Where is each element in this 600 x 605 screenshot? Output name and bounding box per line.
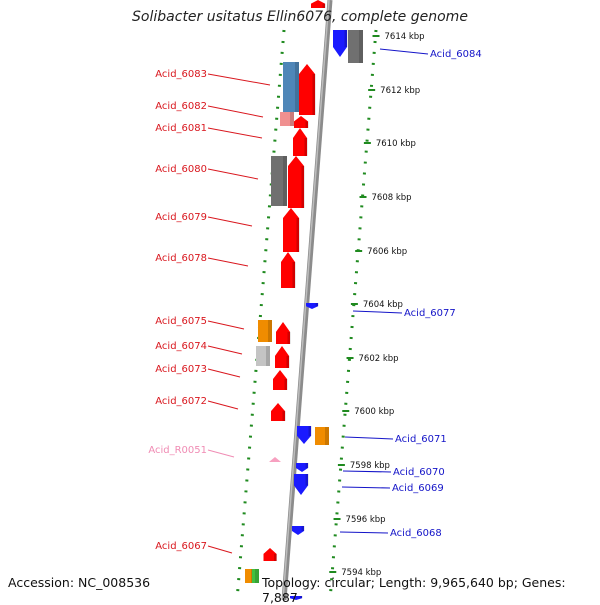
- accession-text: Accession: NC_008536: [8, 575, 151, 590]
- left-gene-leader-line: [207, 449, 235, 458]
- reverse-gene-arrow: [296, 463, 308, 472]
- left-gene-leader-line: [207, 320, 245, 330]
- cog-box: [256, 346, 270, 366]
- left-gene-leader-line: [207, 73, 271, 86]
- forward-gene-arrow: [299, 64, 315, 115]
- right-gene-leader-line: [379, 48, 429, 55]
- left-gene-label: Acid_6080: [155, 164, 207, 175]
- right-gene-leader-line: [342, 470, 392, 473]
- cog-box-shade: [295, 62, 299, 112]
- right-gene-label: Acid_6069: [392, 483, 444, 494]
- forward-gene-arrow: [311, 0, 325, 8]
- forward-gene-arrow: [281, 252, 295, 288]
- right-gene-leader-line: [352, 310, 403, 314]
- reverse-gene-arrow: [306, 303, 318, 309]
- right-gene-leader-line: [344, 436, 394, 440]
- cog-box: [245, 569, 255, 583]
- left-gene-label: Acid_6067: [155, 541, 207, 552]
- backbone-line: [281, 0, 333, 600]
- left-dotted-guide: [235, 29, 286, 600]
- forward-gene-arrow: [288, 156, 304, 208]
- right-gene-label: Acid_6071: [395, 434, 447, 445]
- left-gene-label: Acid_6079: [155, 212, 207, 223]
- reverse-gene-arrow: [290, 596, 302, 600]
- forward-gene-arrow: [294, 116, 308, 128]
- left-gene-label: Acid_6081: [155, 123, 207, 134]
- backbone-highlight: [282, 0, 330, 600]
- left-gene-leader-line: [207, 400, 239, 410]
- kbp-tick-label: 7596 kbp: [346, 515, 386, 525]
- kbp-scale: 7614 kbp 7612 kbp 7610 kbp 7608 kbp 7606 kbp…: [329, 32, 425, 578]
- cog-box: [315, 427, 329, 445]
- forward-gene-arrow: [293, 128, 307, 156]
- left-gene-leader-line: [207, 105, 264, 118]
- kbp-tick-label: 7612 kbp: [380, 86, 420, 96]
- rna-gene-marker: [269, 457, 281, 462]
- cog-category-boxes: [245, 30, 363, 583]
- right-gene-leader-line: [341, 486, 391, 489]
- kbp-tick-label: 7614 kbp: [385, 32, 425, 42]
- left-gene-label: Acid_6075: [155, 316, 207, 327]
- kbp-tick-label: 7610 kbp: [376, 139, 416, 149]
- reverse-gene-arrow: [292, 526, 304, 535]
- genome-title: Solibacter usitatus Ellin6076, complete …: [132, 9, 468, 25]
- cog-box-shade: [268, 320, 272, 342]
- left-gene-label: Acid_6073: [155, 364, 207, 375]
- cog-box-shade: [283, 156, 287, 206]
- left-gene-label: Acid_R0051: [148, 445, 207, 456]
- cog-box: [280, 112, 294, 126]
- kbp-tick-label: 7594 kbp: [341, 568, 381, 578]
- forward-gene-arrow: [263, 548, 277, 561]
- left-gene-label: Acid_6074: [155, 341, 207, 352]
- left-gene-label: Acid_6078: [155, 253, 207, 264]
- left-gene-leader-line: [207, 168, 259, 180]
- cog-box: [348, 30, 363, 63]
- kbp-tick-label: 7602 kbp: [359, 354, 399, 364]
- reverse-gene-arrow: [333, 30, 347, 57]
- cog-box-shade: [325, 427, 329, 445]
- left-gene-leader-line: [207, 368, 241, 378]
- right-gene-label: Acid_6084: [430, 49, 482, 60]
- left-gene-leader-line: [207, 545, 233, 554]
- right-gene-labels: Acid_6084 Acid_6077 Acid_6071 Acid_6070 Acid…: [339, 48, 482, 539]
- forward-gene-arrow: [283, 208, 299, 252]
- cog-box-shade: [359, 30, 363, 63]
- left-gene-label: Acid_6082: [155, 101, 207, 112]
- left-gene-label: Acid_6072: [155, 396, 207, 407]
- forward-gene-arrow: [275, 346, 289, 368]
- gene-arrows: [263, 0, 348, 600]
- left-gene-label: Acid_6083: [155, 69, 207, 80]
- right-gene-label: Acid_6068: [390, 528, 442, 539]
- kbp-tick-label: 7604 kbp: [363, 300, 403, 310]
- cog-box: [252, 569, 259, 583]
- genome-backbone: [281, 0, 333, 600]
- left-gene-leader-line: [207, 216, 253, 227]
- topology-text: Topology: circular; Length: 9,965,640 bp…: [262, 575, 566, 605]
- kbp-tick-label: 7598 kbp: [350, 461, 390, 471]
- forward-gene-arrow: [271, 403, 285, 421]
- left-gene-leader-line: [207, 257, 249, 267]
- forward-gene-arrow: [273, 370, 287, 390]
- forward-gene-arrow: [276, 322, 290, 344]
- kbp-tick-label: 7608 kbp: [372, 193, 412, 203]
- cog-box-shade: [290, 112, 294, 126]
- cog-box: [258, 320, 272, 342]
- kbp-tick-label: 7606 kbp: [367, 247, 407, 257]
- reverse-gene-arrow: [297, 426, 311, 444]
- right-gene-label: Acid_6070: [393, 467, 445, 478]
- left-gene-leader-line: [207, 345, 243, 355]
- cog-box: [283, 62, 299, 112]
- left-gene-labels: Acid_6083 Acid_6082 Acid_6081 Acid_6080 Acid…: [148, 69, 271, 554]
- left-gene-leader-line: [207, 127, 263, 139]
- right-gene-leader-line: [339, 531, 389, 534]
- cog-box: [271, 156, 287, 206]
- cog-box-shade: [266, 346, 270, 366]
- reverse-gene-arrow: [294, 474, 308, 495]
- kbp-tick-label: 7600 kbp: [354, 407, 394, 417]
- right-gene-label: Acid_6077: [404, 308, 456, 319]
- cog-box-shade: [255, 569, 259, 583]
